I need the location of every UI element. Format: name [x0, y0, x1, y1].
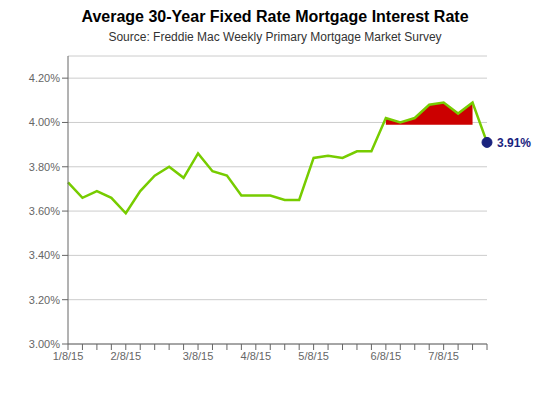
svg-text:5/8/15: 5/8/15: [298, 350, 329, 362]
svg-text:4/8/15: 4/8/15: [241, 350, 272, 362]
svg-text:7/8/15: 7/8/15: [428, 350, 459, 362]
svg-text:3.40%: 3.40%: [29, 249, 60, 261]
html-text:Source: Freddie Mac Weekly Pri: Source: Freddie Mac Weekly Primary Mortg…: [108, 30, 442, 44]
svg-text:3.91%: 3.91%: [497, 136, 531, 150]
svg-text:3/8/15: 3/8/15: [183, 350, 214, 362]
svg-text:2/8/15: 2/8/15: [110, 350, 141, 362]
svg-text:3.60%: 3.60%: [29, 205, 60, 217]
svg-text:4.00%: 4.00%: [29, 116, 60, 128]
svg-text:3.80%: 3.80%: [29, 161, 60, 173]
svg-text:3.00%: 3.00%: [29, 338, 60, 350]
html-text:Average 30-Year Fixed Rate Mor: Average 30-Year Fixed Rate Mortgage Inte…: [81, 8, 469, 25]
svg-text:3.20%: 3.20%: [29, 294, 60, 306]
svg-text:4.20%: 4.20%: [29, 72, 60, 84]
svg-text:6/8/15: 6/8/15: [371, 350, 402, 362]
svg-text:1/8/15: 1/8/15: [53, 350, 84, 362]
